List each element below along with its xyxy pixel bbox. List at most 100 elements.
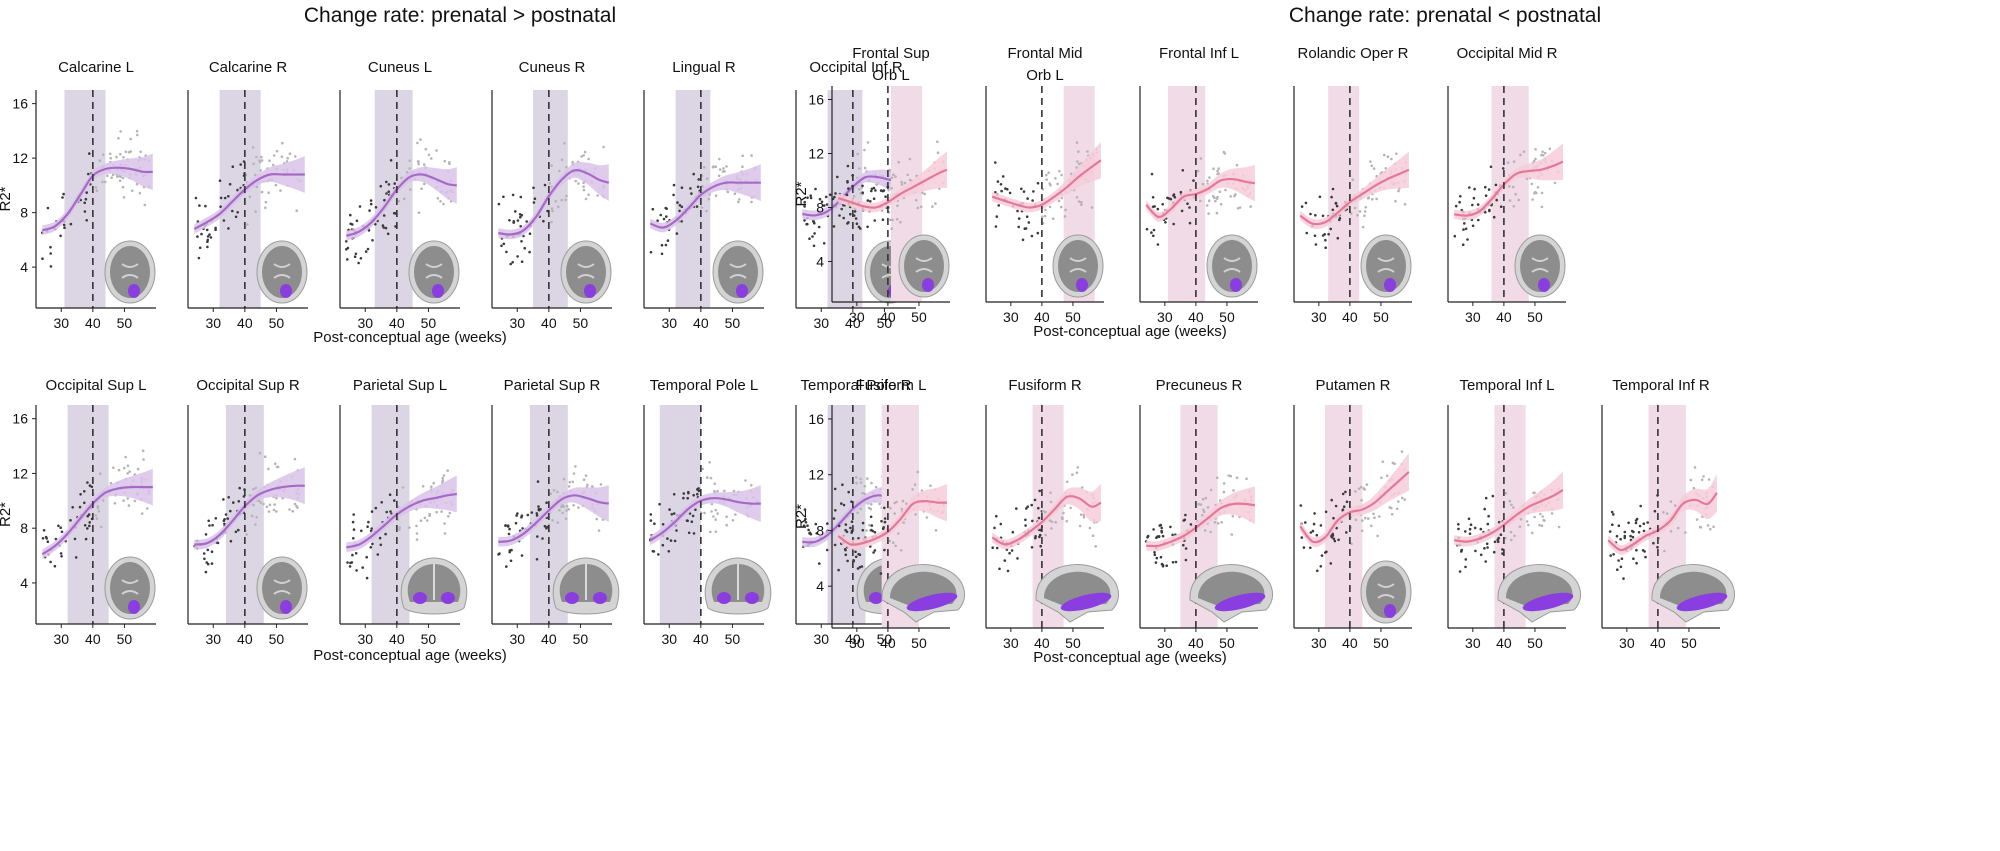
x-tick-label: 50 <box>117 315 133 331</box>
scatter-point <box>832 225 836 228</box>
scatter-point <box>1324 238 1327 242</box>
scatter-point <box>385 180 388 184</box>
scatter-point <box>717 174 721 178</box>
scatter-point <box>98 159 102 162</box>
scatter-point <box>859 507 863 511</box>
scatter-point <box>863 484 867 488</box>
scatter-point <box>653 522 656 525</box>
x-tick-label: 30 <box>813 315 829 331</box>
scatter-point <box>366 247 370 251</box>
scatter-point <box>202 552 206 555</box>
scatter-point <box>94 514 98 517</box>
scatter-point <box>497 553 500 556</box>
scatter-point <box>88 521 91 524</box>
scatter-point <box>696 492 699 496</box>
scatter-point <box>1499 533 1503 536</box>
x-tick-label: 40 <box>389 631 405 647</box>
scatter-point <box>558 509 561 512</box>
scatter-point <box>1215 211 1219 215</box>
panel: 30 40 50 Rolandic Oper R <box>1293 45 1412 325</box>
scatter-point <box>1487 514 1490 518</box>
scatter-point <box>1169 525 1172 529</box>
scatter-point <box>919 205 923 209</box>
scatter-point <box>528 232 532 235</box>
brain-inset <box>712 240 764 304</box>
x-tick-label: 50 <box>1527 635 1543 651</box>
scatter-point <box>1512 160 1516 163</box>
scatter-point <box>1384 167 1388 170</box>
scatter-point <box>293 502 297 506</box>
panel-title: Occipital Mid R <box>1457 45 1558 62</box>
scatter-point <box>124 150 128 154</box>
scatter-point <box>1351 178 1355 181</box>
x-tick-label: 40 <box>237 315 253 331</box>
scatter-point <box>293 457 297 461</box>
scatter-point <box>436 197 440 200</box>
scatter-point <box>272 508 276 512</box>
scatter-point <box>1370 164 1374 168</box>
scatter-point <box>1201 497 1205 501</box>
scatter-point <box>415 524 418 528</box>
brain-inset <box>1514 234 1566 298</box>
scatter-point <box>121 176 125 180</box>
y-axis-label: R2* <box>793 504 810 529</box>
panel-title: Putamen R <box>1315 377 1390 394</box>
scatter-point <box>1637 531 1641 534</box>
confidence-band <box>498 161 609 240</box>
scatter-point <box>129 137 132 141</box>
scatter-point <box>275 149 279 153</box>
scatter-point <box>365 576 369 580</box>
scatter-point <box>295 504 298 508</box>
y-tick-label: 4 <box>20 575 28 591</box>
scatter-point <box>126 497 129 500</box>
brain-tissue <box>262 246 302 298</box>
scatter-point <box>652 550 656 553</box>
scatter-point <box>101 153 105 156</box>
scatter-point <box>550 220 553 224</box>
scatter-point <box>565 504 569 508</box>
scatter-point <box>1316 569 1319 573</box>
scatter-point <box>1499 205 1503 208</box>
scatter-point <box>402 197 406 201</box>
brain-inset <box>1189 564 1274 623</box>
scatter-point <box>814 187 817 191</box>
scatter-point <box>1184 513 1187 517</box>
scatter-point <box>649 513 653 516</box>
scatter-point <box>514 521 518 525</box>
scatter-point <box>417 211 421 214</box>
scatter-point <box>519 225 522 228</box>
x-axis-label: Post-conceptual age (weeks) <box>313 647 506 664</box>
scatter-point <box>351 553 354 557</box>
scatter-point <box>1700 478 1704 482</box>
panel-title: Calcarine R <box>209 59 288 76</box>
scatter-point <box>582 154 585 157</box>
scatter-point <box>1617 524 1621 527</box>
scatter-point <box>744 479 747 482</box>
scatter-point <box>218 179 222 182</box>
scatter-point <box>911 488 914 491</box>
scatter-point <box>384 226 388 230</box>
scatter-point <box>117 468 121 472</box>
scatter-point <box>1494 183 1498 187</box>
scatter-point <box>690 192 693 195</box>
scatter-point <box>393 182 397 185</box>
brain-region-highlight <box>128 284 140 298</box>
scatter-point <box>866 477 869 480</box>
scatter-point <box>883 520 887 524</box>
scatter-point <box>1150 172 1154 176</box>
scatter-point <box>1538 523 1541 527</box>
scatter-point <box>1299 504 1303 507</box>
scatter-point <box>1539 512 1542 516</box>
scatter-point <box>1464 227 1468 231</box>
scatter-point <box>214 517 218 520</box>
scatter-point <box>354 552 358 555</box>
scatter-point <box>441 476 445 480</box>
scatter-point <box>1179 190 1183 194</box>
scatter-point <box>1231 515 1235 518</box>
brain-region-highlight <box>906 592 958 612</box>
scatter-point <box>1361 519 1364 522</box>
panel-title: Cuneus R <box>519 59 586 76</box>
scatter-point <box>83 490 86 493</box>
scatter-point <box>1367 517 1370 520</box>
scatter-point <box>678 209 681 213</box>
